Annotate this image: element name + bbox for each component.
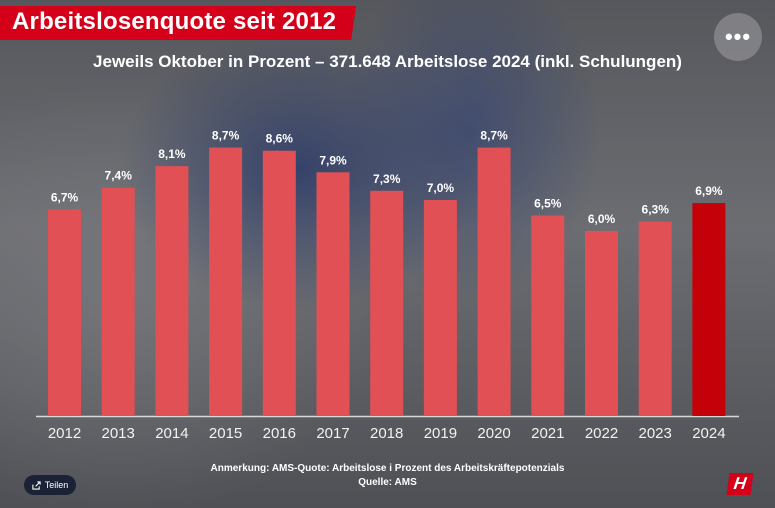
data-label-2020: 8,7%: [480, 129, 508, 143]
chart-subtitle: Jeweils Oktober in Prozent – 371.648 Arb…: [93, 52, 682, 71]
data-label-2019: 7,0%: [427, 181, 455, 195]
x-tick-2016: 2016: [263, 425, 296, 442]
x-tick-2015: 2015: [209, 425, 242, 442]
footnote-note: Anmerkung: AMS-Quote: Arbeitslose i Proz…: [210, 463, 565, 474]
bar-2023: [638, 221, 672, 416]
logo-letter: H: [732, 474, 748, 493]
chart-title: Arbeitslosenquote seit 2012: [12, 8, 337, 35]
bar-2019: [423, 200, 457, 416]
bar-2018: [370, 190, 404, 416]
more-horizontal-icon: •••: [724, 24, 752, 49]
data-label-2012: 6,7%: [51, 190, 79, 204]
data-label-2023: 6,3%: [642, 203, 670, 217]
bar-2020: [477, 147, 511, 416]
bar-2014: [155, 166, 189, 416]
more-options-button[interactable]: •••: [714, 13, 762, 61]
brand-logo[interactable]: H: [726, 473, 754, 495]
bar-2015: [209, 147, 243, 416]
data-label-2017: 7,9%: [319, 153, 347, 167]
data-label-2014: 8,1%: [158, 147, 186, 161]
share-button[interactable]: Teilen: [24, 475, 76, 495]
footnote-source: Quelle: AMS: [358, 477, 417, 488]
x-tick-2021: 2021: [531, 425, 564, 442]
bar-2022: [585, 230, 618, 416]
data-label-2016: 8,6%: [266, 132, 294, 146]
x-tick-2023: 2023: [639, 425, 672, 442]
x-tick-2012: 2012: [48, 425, 81, 442]
bar-2016: [262, 150, 296, 416]
data-label-2024: 6,9%: [695, 184, 723, 198]
data-label-2021: 6,5%: [534, 197, 562, 211]
x-tick-2024: 2024: [692, 425, 725, 442]
x-tick-2022: 2022: [585, 425, 618, 442]
bar-2021: [531, 215, 565, 416]
bar-2024: [692, 203, 726, 416]
x-tick-2018: 2018: [370, 425, 403, 442]
data-label-2015: 8,7%: [212, 129, 240, 143]
x-tick-2014: 2014: [155, 425, 188, 442]
share-label: Teilen: [44, 480, 69, 490]
share-icon: [32, 480, 41, 490]
x-tick-2020: 2020: [477, 425, 510, 442]
bar-2017: [316, 172, 350, 416]
x-tick-2013: 2013: [102, 425, 135, 442]
bar-2012: [48, 209, 81, 416]
data-label-2013: 7,4%: [105, 169, 133, 183]
x-tick-2019: 2019: [424, 425, 457, 442]
data-label-2018: 7,3%: [373, 172, 401, 186]
data-label-2022: 6,0%: [588, 212, 616, 226]
bar-2013: [101, 187, 135, 416]
x-tick-2017: 2017: [316, 425, 349, 442]
